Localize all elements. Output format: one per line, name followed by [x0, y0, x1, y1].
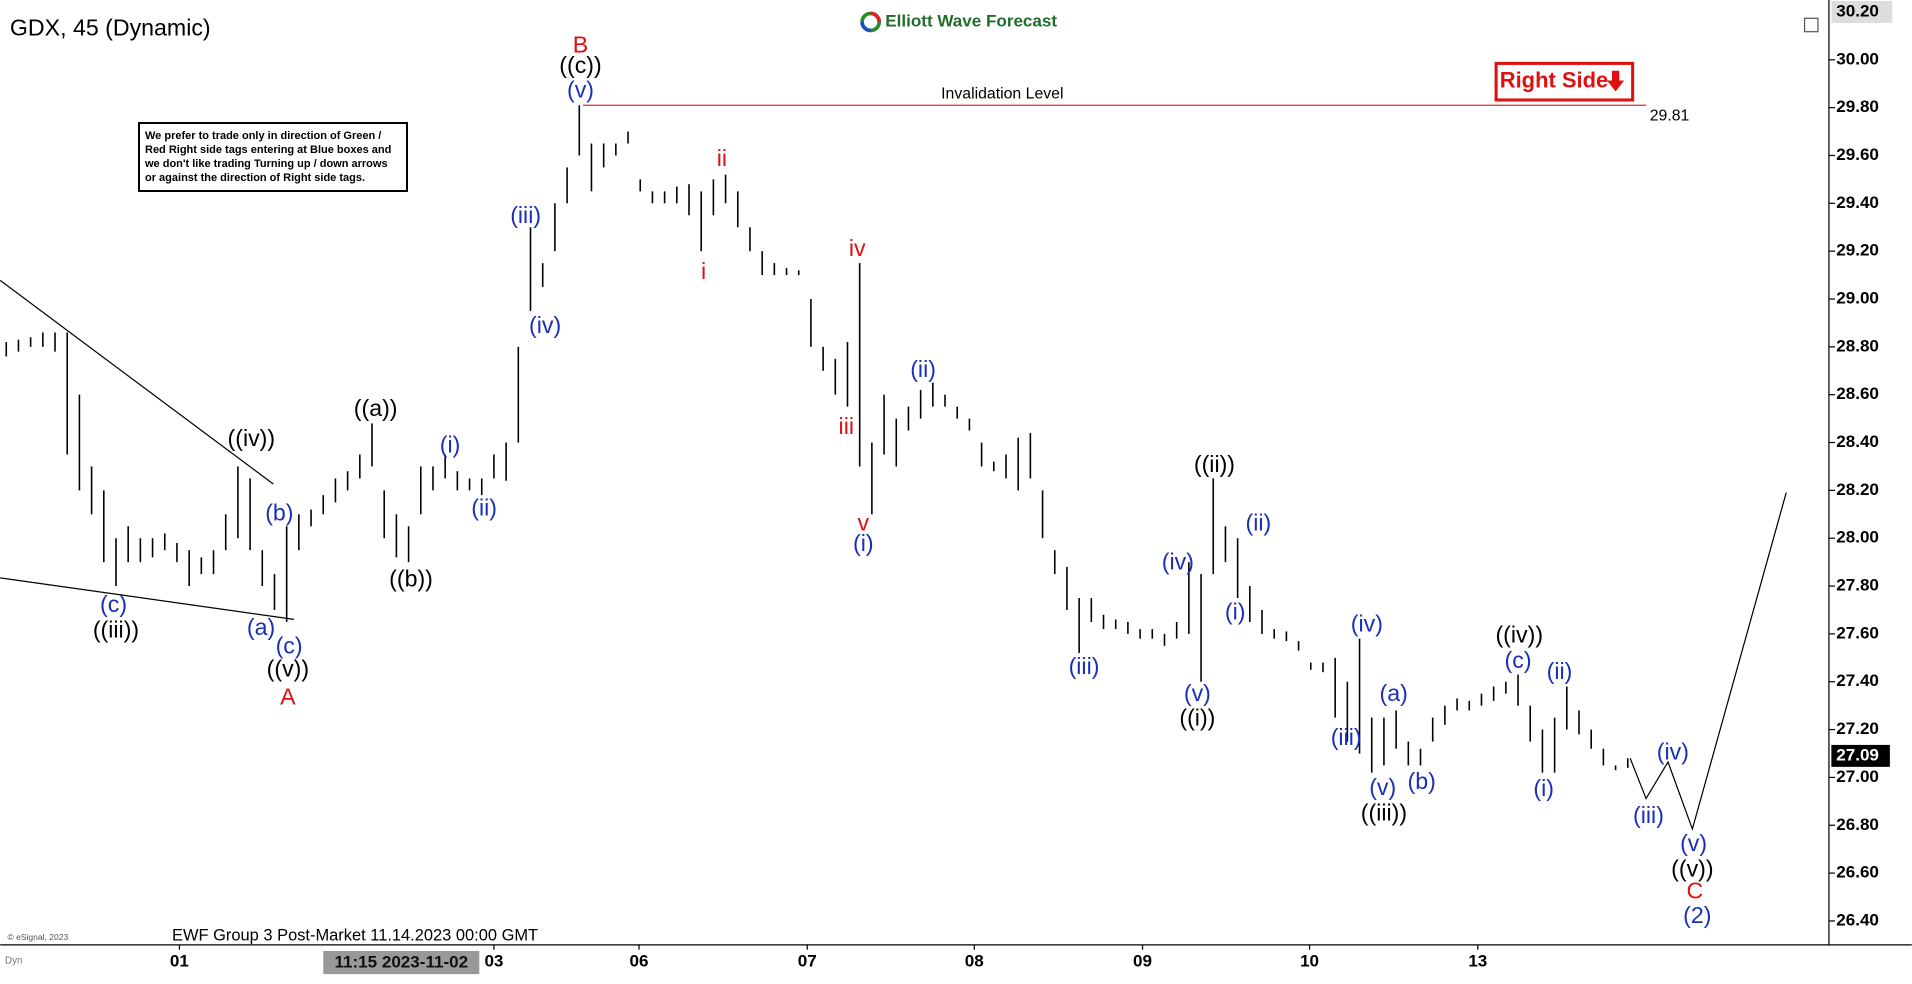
wave-label: iii	[839, 413, 854, 439]
y-tick-label: 29.60	[1836, 145, 1879, 164]
crosshair-label: 11:15 2023-11-02	[334, 953, 468, 972]
wave-label: (v)	[1680, 830, 1707, 856]
y-tick-label: 27.00	[1836, 767, 1879, 786]
crosshair-box	[323, 950, 480, 975]
wave-label: i	[701, 258, 706, 284]
wave-label: (i)	[1533, 775, 1554, 801]
wave-label: (ii)	[1547, 658, 1573, 684]
wave-label: ((v))	[267, 656, 309, 682]
y-tick-label: 27.40	[1836, 671, 1879, 690]
wave-label: ((iii))	[1361, 800, 1407, 826]
wave-label: (i)	[1225, 598, 1246, 624]
projection-path	[1629, 492, 1787, 832]
trend-line	[0, 577, 295, 620]
x-tick-label: 13	[1468, 951, 1487, 970]
wave-label: (v)	[1369, 774, 1396, 800]
trading-note: We prefer to trade only in direction of …	[138, 122, 408, 192]
wave-label: ((iv))	[1495, 622, 1543, 648]
chart-title: GDX, 45 (Dynamic)	[10, 14, 211, 40]
y-tick-label: 27.60	[1836, 623, 1879, 642]
x-tick-label: 08	[965, 951, 984, 970]
wave-label: (v)	[567, 77, 594, 103]
brand-logo: Elliott Wave Forecast	[860, 11, 1057, 33]
wave-label: (v)	[1184, 680, 1211, 706]
x-tick-label: 06	[630, 951, 649, 970]
y-tick-label: 26.60	[1836, 863, 1879, 882]
top-price-box	[1831, 0, 1893, 23]
wave-label: (c)	[100, 591, 127, 617]
wave-label: (a)	[1380, 680, 1408, 706]
y-tick-label: 28.40	[1836, 432, 1879, 451]
y-tick-label: 27.80	[1836, 576, 1879, 595]
window-icon	[1803, 17, 1819, 33]
y-tick-label: 29.00	[1836, 289, 1879, 308]
wave-label: (iv)	[1657, 739, 1689, 765]
y-tick-label: 27.20	[1836, 719, 1879, 738]
corner-label: Dyn	[5, 955, 22, 966]
top-price-label: 30.20	[1836, 1, 1879, 20]
y-tick-label: 28.80	[1836, 336, 1879, 355]
wave-label: (ii)	[910, 356, 936, 382]
wave-label: (iv)	[529, 312, 561, 338]
right-side-tag: Right Side	[1494, 61, 1635, 102]
y-tick-label: 28.00	[1836, 528, 1879, 547]
wave-label: ii	[717, 145, 727, 171]
wave-label: ((a))	[354, 395, 398, 421]
y-tick-label: 29.40	[1836, 193, 1879, 212]
wave-label: ((iii))	[93, 617, 139, 643]
wave-label: ((v))	[1671, 856, 1713, 882]
wave-label: (ii)	[1245, 509, 1271, 535]
wave-label: ((iv))	[228, 425, 276, 451]
wave-label: (iv)	[1351, 611, 1383, 637]
x-tick-label: 03	[484, 951, 503, 970]
y-tick-label: 30.00	[1836, 49, 1879, 68]
wave-label: (b)	[1408, 768, 1436, 794]
footer: EWF Group 3 Post-Market 11.14.2023 00:00…	[172, 927, 538, 945]
tag-arrow	[1607, 70, 1625, 92]
wave-label: (c)	[1505, 647, 1532, 673]
y-tick-label: 28.20	[1836, 480, 1879, 499]
wave-label: (i)	[440, 431, 461, 457]
wave-label: (iii)	[1331, 724, 1362, 750]
wave-label: ((b))	[389, 565, 433, 591]
y-tick-label: 28.60	[1836, 384, 1879, 403]
trend-line	[0, 279, 274, 485]
wave-label: iv	[849, 235, 866, 261]
x-tick-label: 01	[170, 951, 189, 970]
invalidation-label: Invalidation Level	[941, 85, 1063, 102]
wave-label: (a)	[247, 614, 275, 640]
copyright: © eSignal, 2023	[7, 932, 68, 942]
wave-label: (iv)	[1162, 548, 1194, 574]
invalidation-value: 29.81	[1650, 107, 1690, 124]
wave-label: C	[1686, 878, 1703, 904]
logo-icon-part	[870, 11, 882, 23]
y-tick-label: 29.20	[1836, 241, 1879, 260]
wave-label: (iii)	[1069, 653, 1100, 679]
x-tick-label: 07	[798, 951, 817, 970]
y-tick-label: 26.80	[1836, 815, 1879, 834]
last-price-label: 27.09	[1836, 745, 1879, 764]
wave-label: A	[280, 684, 296, 710]
wave-label: (c)	[276, 633, 303, 659]
wave-label: ((ii))	[1194, 451, 1235, 477]
wave-label: (2)	[1683, 902, 1711, 928]
wave-label: ((c))	[559, 52, 601, 78]
wave-label: (b)	[265, 500, 293, 526]
brand-name: Elliott Wave Forecast	[885, 11, 1057, 30]
wave-label: (iii)	[510, 202, 541, 228]
wave-label: B	[573, 31, 588, 57]
tag-text: Right Side	[1500, 67, 1608, 92]
x-tick-label: 09	[1133, 951, 1152, 970]
wave-label: (i)	[853, 530, 874, 556]
last-price-box	[1831, 744, 1890, 767]
wave-label: ((i))	[1179, 704, 1215, 730]
y-tick-label: 29.80	[1836, 97, 1879, 116]
wave-label: v	[858, 509, 870, 535]
x-tick-label: 10	[1300, 951, 1319, 970]
y-tick-label: 26.40	[1836, 910, 1879, 929]
wave-label: (iii)	[1633, 802, 1664, 828]
wave-label: (ii)	[471, 495, 497, 521]
logo-icon-part	[860, 21, 871, 33]
